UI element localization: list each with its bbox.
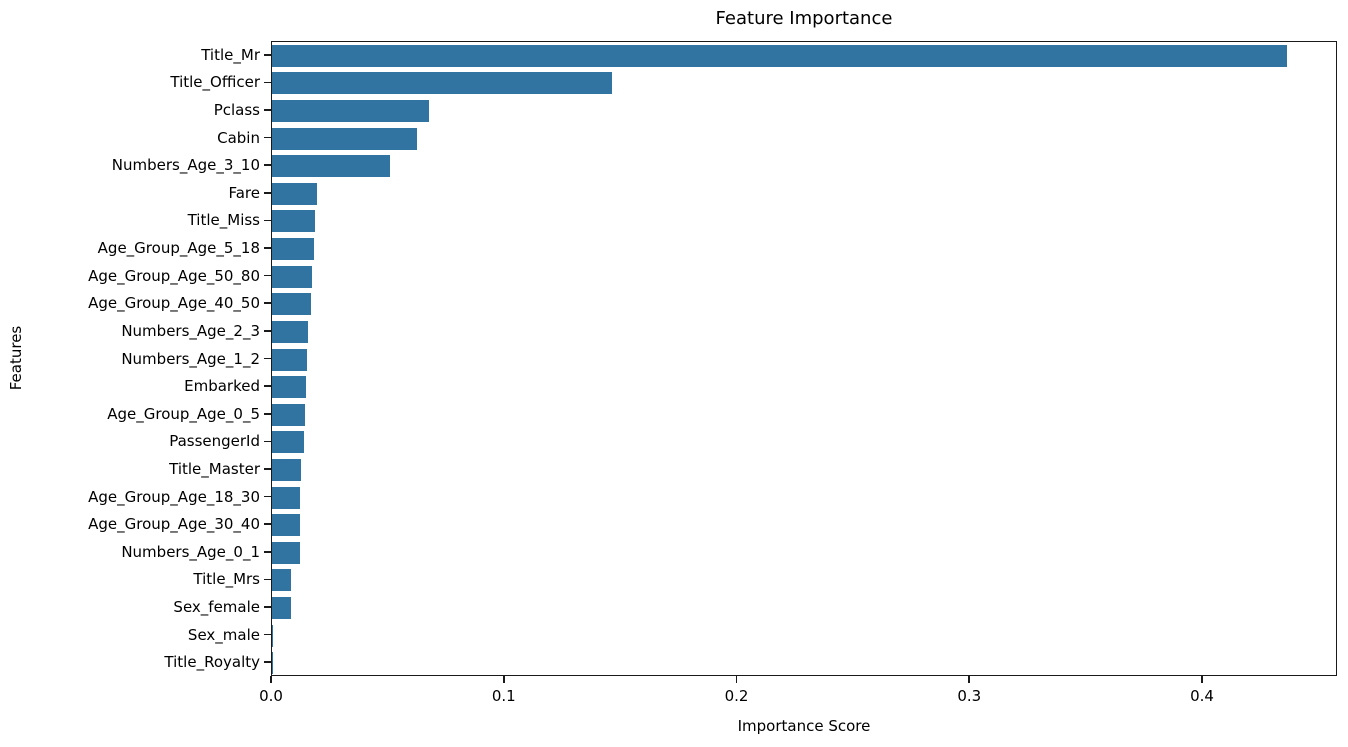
y-tick-label: Age_Group_Age_50_80 [88, 266, 260, 285]
bar [272, 182, 317, 205]
bar [272, 100, 430, 123]
bar [272, 403, 305, 426]
y-tick-mark [264, 661, 271, 663]
x-tick-label: 0.1 [491, 687, 516, 705]
y-tick-label: PassengerId [169, 432, 260, 451]
x-tick-mark [968, 676, 971, 683]
y-tick-mark [264, 550, 271, 553]
y-tick-mark [264, 192, 271, 194]
y-tick-mark [264, 412, 271, 415]
y-tick-mark [264, 54, 271, 56]
y-tick-label: Age_Group_Age_30_40 [88, 515, 260, 534]
y-tick-label: Age_Group_Age_5_18 [97, 239, 260, 258]
y-tick-mark [264, 385, 271, 387]
x-tick-mark [1201, 676, 1203, 683]
bar [272, 127, 418, 150]
bar [272, 596, 292, 619]
y-tick-label: Numbers_Age_2_3 [121, 321, 260, 340]
y-tick-mark [264, 164, 271, 167]
bar [272, 293, 312, 316]
bar [272, 210, 316, 233]
x-tick-label: 0.3 [957, 687, 982, 705]
y-tick-label: Sex_male [187, 625, 260, 644]
y-tick-label: Embarked [184, 377, 260, 396]
x-tick-mark [270, 676, 272, 683]
y-tick-label: Title_Miss [187, 211, 260, 230]
chart-title: Feature Importance [715, 8, 893, 29]
y-tick-mark [264, 302, 271, 305]
bar [272, 458, 302, 481]
y-tick-mark [264, 81, 271, 84]
y-tick-mark [264, 136, 271, 139]
bar [272, 486, 301, 509]
y-tick-mark [264, 606, 271, 608]
y-tick-mark [264, 495, 271, 498]
bar [272, 320, 308, 343]
y-tick-label: Title_Mrs [193, 570, 260, 589]
bar [272, 376, 306, 399]
y-tick-mark [264, 109, 271, 111]
bar [272, 238, 315, 261]
x-tick-mark [735, 676, 738, 683]
y-tick-label: Numbers_Age_3_10 [111, 156, 260, 175]
y-tick-mark [264, 247, 271, 249]
y-tick-label: Title_Royalty [164, 653, 260, 672]
x-axis-label: Importance Score [737, 717, 871, 735]
y-tick-mark [264, 468, 271, 470]
x-tick-mark [502, 676, 505, 683]
bar [272, 514, 301, 537]
bar [272, 541, 300, 564]
y-tick-mark [264, 330, 271, 332]
y-tick-label: Age_Group_Age_18_30 [88, 487, 260, 506]
y-tick-mark [264, 578, 271, 581]
x-tick-label: 0.0 [259, 687, 283, 705]
y-tick-label: Pclass [213, 101, 260, 120]
y-tick-label: Cabin [217, 128, 260, 147]
y-tick-mark [264, 633, 271, 636]
y-tick-label: Age_Group_Age_40_50 [88, 294, 260, 313]
y-tick-mark [264, 523, 271, 525]
bar [272, 265, 313, 288]
y-tick-label: Title_Master [169, 459, 260, 478]
y-tick-label: Title_Mr [201, 45, 260, 64]
bar [272, 155, 390, 178]
bar [272, 624, 273, 647]
bar [272, 44, 1287, 67]
y-tick-mark [264, 440, 271, 443]
bar [272, 72, 612, 95]
x-tick-label: 0.2 [724, 687, 749, 705]
bar [272, 348, 308, 371]
y-tick-label: Numbers_Age_1_2 [121, 349, 260, 368]
bar [272, 431, 305, 454]
y-tick-label: Title_Officer [170, 73, 260, 92]
y-tick-mark [264, 274, 271, 277]
y-tick-mark [264, 219, 271, 222]
plot-area [271, 41, 1337, 676]
y-tick-mark [264, 357, 271, 360]
bar [272, 569, 292, 592]
y-tick-label: Fare [228, 183, 260, 202]
y-tick-label: Sex_female [173, 597, 260, 616]
x-tick-label: 0.4 [1190, 687, 1214, 705]
y-tick-label: Age_Group_Age_0_5 [107, 404, 260, 423]
y-tick-label: Numbers_Age_0_1 [121, 542, 260, 561]
